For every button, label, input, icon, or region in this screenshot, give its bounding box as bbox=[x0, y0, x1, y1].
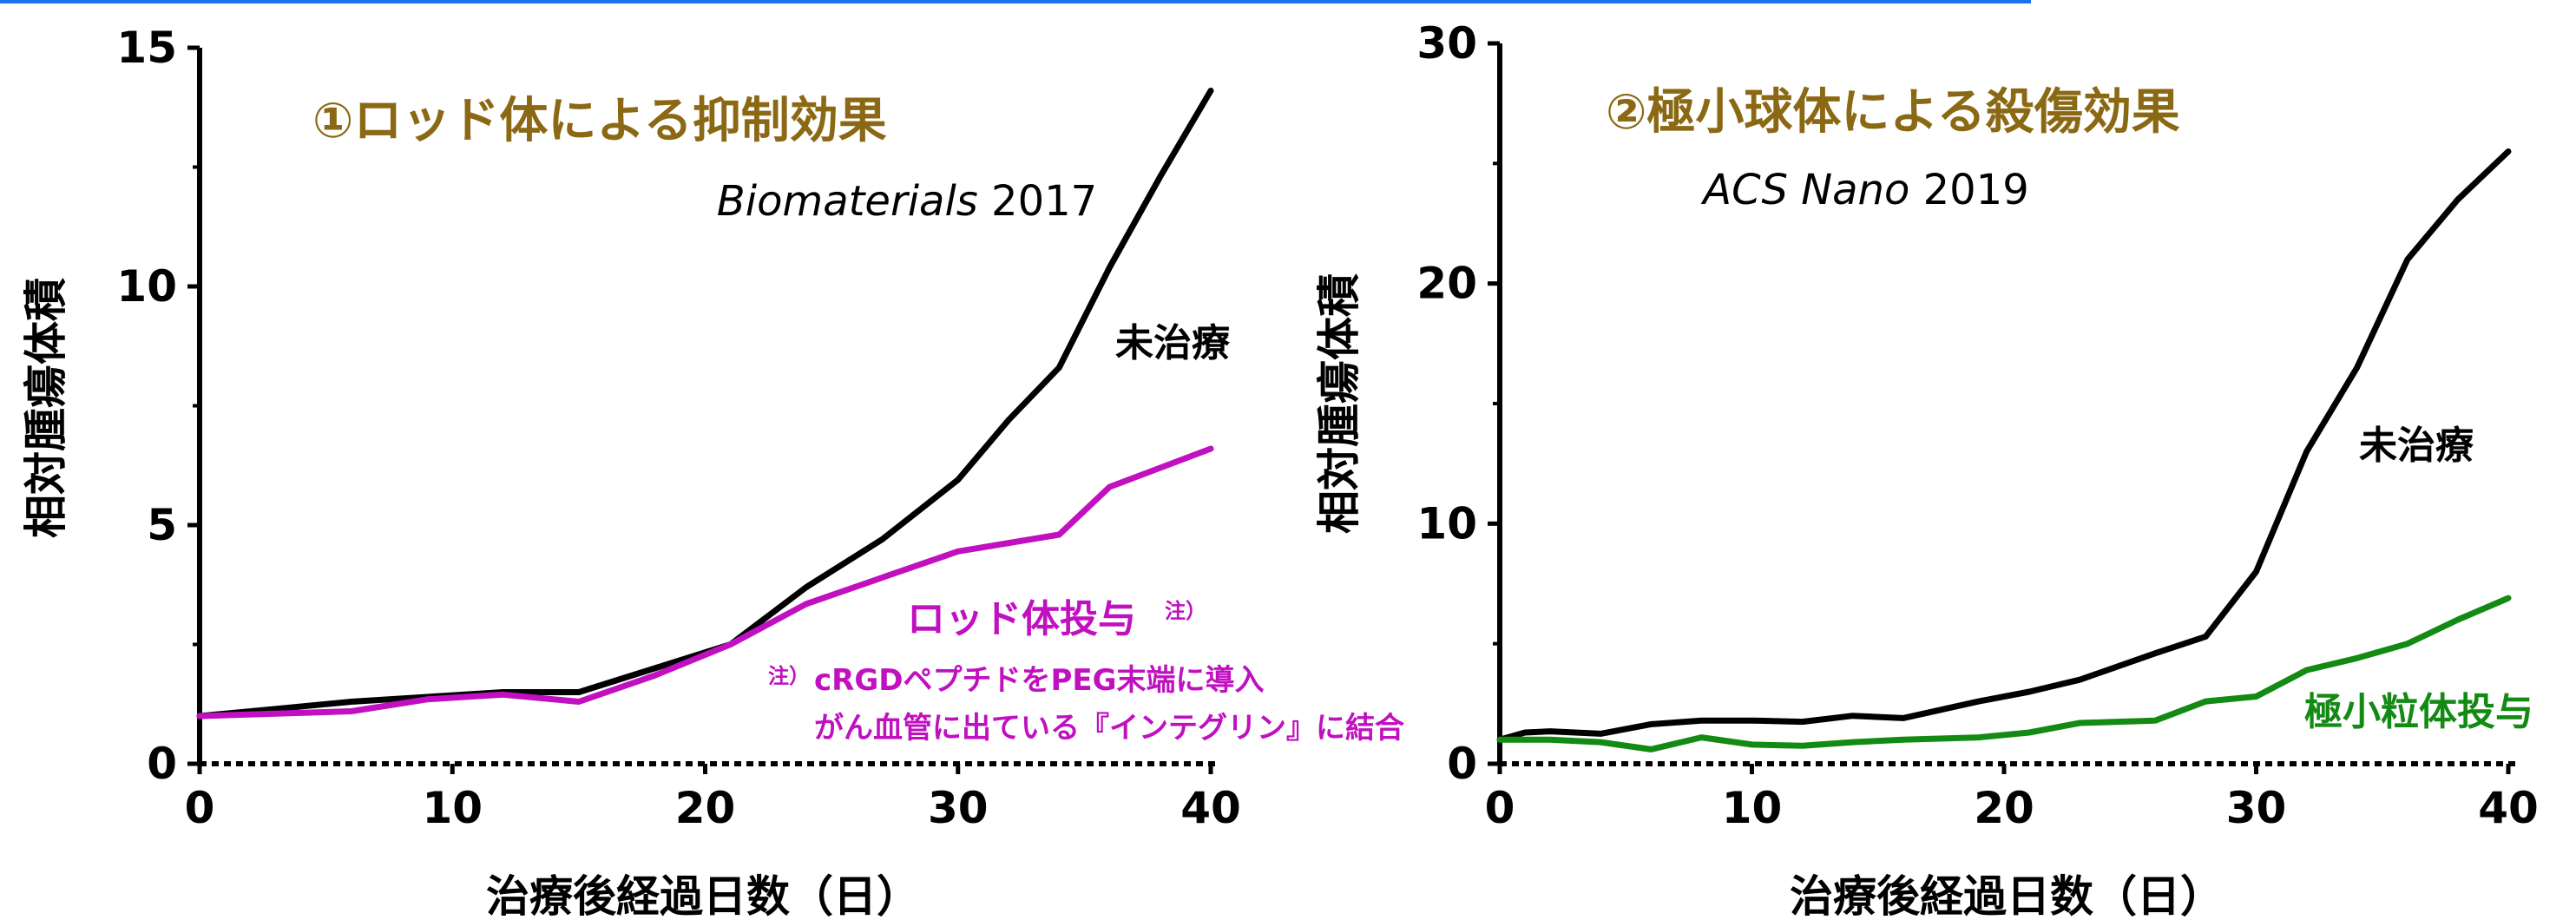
note-line: cRGDペプチドをPEG末端に導入 bbox=[814, 663, 1265, 698]
citation: ACS Nano 2019 bbox=[1700, 166, 2029, 214]
x-axis-title: 治療後経過日数（日） bbox=[1790, 871, 2224, 920]
citation-year: 2019 bbox=[1923, 166, 2029, 214]
citation-year: 2017 bbox=[991, 177, 1097, 226]
x-tick-label: 30 bbox=[2226, 783, 2287, 833]
y-tick-label: 0 bbox=[147, 739, 177, 789]
series-line bbox=[1496, 595, 2512, 752]
series-label: 未治療 bbox=[1115, 321, 1230, 365]
x-tick-label: 0 bbox=[185, 783, 215, 833]
y-tick-label: 5 bbox=[147, 500, 177, 550]
chart-microsphere: 0 10 20 30 0 10 20 30 40 治療後経過日数（日） 相対腫瘍体積 ②極小球体による… bbox=[1314, 18, 2539, 920]
top-accent-rule bbox=[0, 0, 2031, 3]
note-mark: 注） bbox=[768, 664, 810, 688]
note-line: がん血管に出ている『インテグリン』に結合 bbox=[814, 711, 1404, 746]
x-tick-label: 20 bbox=[675, 783, 736, 833]
x-tick-label: 10 bbox=[422, 783, 483, 833]
y-tick-label: 10 bbox=[116, 261, 177, 312]
y-axis-title: 相対腫瘍体積 bbox=[1314, 273, 1364, 534]
series-label: 極小粒体投与 bbox=[2304, 690, 2533, 734]
series-line bbox=[196, 88, 1214, 720]
series-label: ロッド体投与 bbox=[907, 597, 1136, 641]
y-tick-label: 0 bbox=[1447, 739, 1477, 789]
note-mark: 注） bbox=[1165, 599, 1206, 623]
x-axis-title: 治療後経過日数（日） bbox=[486, 871, 920, 920]
citation-journal: ACS Nano bbox=[1700, 166, 1922, 214]
chart-title: ①ロッド体による抑制効果 bbox=[312, 93, 887, 149]
x-tick-label: 40 bbox=[2478, 783, 2539, 833]
y-tick-label: 20 bbox=[1416, 259, 1477, 309]
x-tick-label: 30 bbox=[928, 783, 989, 833]
y-tick-label: 15 bbox=[116, 23, 177, 73]
citation: Biomaterials 2017 bbox=[717, 177, 1097, 226]
y-axis-title: 相対腫瘍体積 bbox=[21, 278, 71, 538]
series-line bbox=[1496, 148, 2512, 743]
x-tick-label: 0 bbox=[1485, 783, 1515, 833]
chart-title: ②極小球体による殺傷効果 bbox=[1606, 84, 2180, 141]
x-tick-label: 10 bbox=[1722, 783, 1783, 833]
series-label: 未治療 bbox=[2359, 424, 2474, 468]
y-tick-label: 30 bbox=[1416, 18, 1477, 69]
y-tick-label: 10 bbox=[1416, 498, 1477, 549]
x-tick-label: 40 bbox=[1180, 783, 1241, 833]
citation-journal: Biomaterials bbox=[717, 177, 991, 226]
chart-rod-body: 0 5 10 15 0 10 20 30 40 治療後経過日数（日） 相対腫瘍体積 ①ロッド体による抑… bbox=[21, 23, 1404, 920]
series-line bbox=[196, 445, 1214, 720]
x-tick-label: 20 bbox=[1974, 783, 2034, 833]
